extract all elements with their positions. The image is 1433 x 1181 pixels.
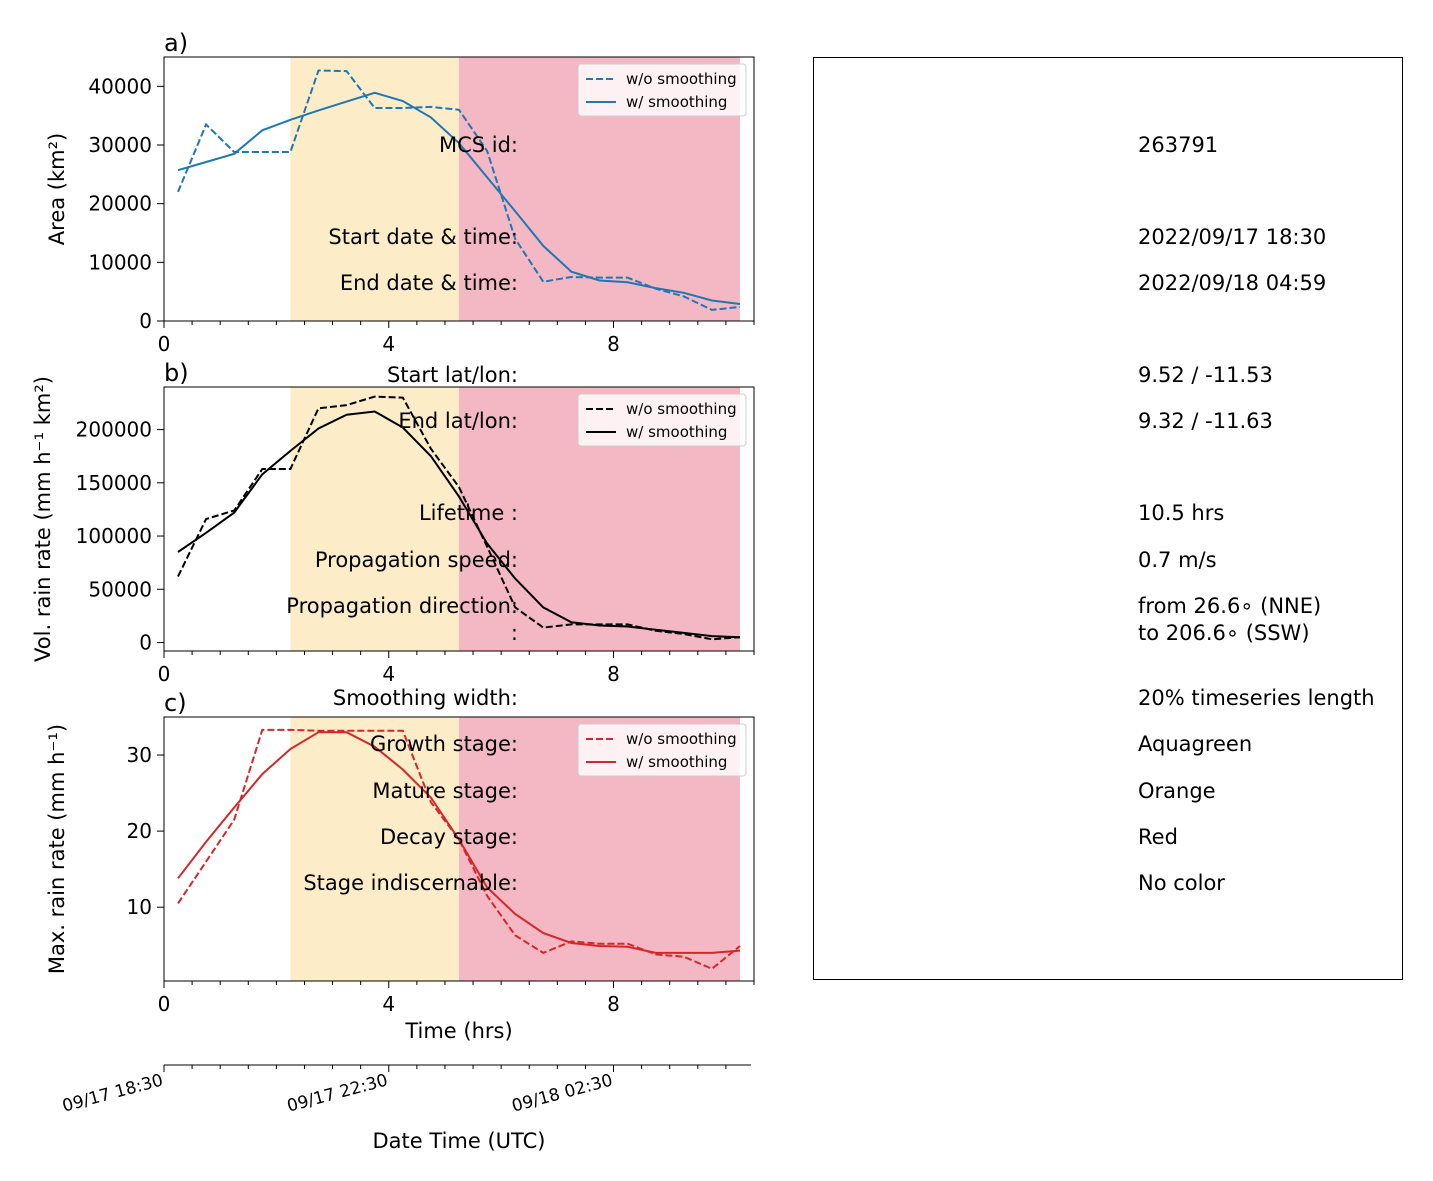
panel-label: c) (164, 689, 187, 717)
info-value: 2022/09/17 18:30 (1138, 225, 1327, 249)
info-label: Stage indiscernable: (303, 871, 518, 895)
panel-label: a) (164, 29, 188, 57)
info-label: Mature stage: (372, 779, 518, 803)
info-value: 9.52 / -11.53 (1138, 363, 1273, 387)
datetime-tick-label: 09/17 18:30 (60, 1071, 165, 1117)
series-line-smoothed (177, 410, 741, 639)
info-value: 20% timeseries length (1138, 686, 1375, 710)
y-axis-label: Vol. rain rate (mm h⁻¹ km²) (31, 376, 55, 662)
legend-label: w/o smoothing (626, 70, 737, 88)
y-tick-label: 30000 (88, 133, 152, 157)
series-line-smoothed (177, 91, 741, 305)
legend-label: w/o smoothing (626, 730, 737, 748)
y-tick-label: 10000 (88, 250, 152, 274)
legend-label: w/ smoothing (626, 753, 727, 771)
y-tick-label: 0 (139, 630, 152, 654)
stage-band-mature (290, 387, 459, 651)
y-tick-label: 40000 (88, 74, 152, 98)
info-label: Growth stage: (369, 732, 518, 756)
chart-panel-2: 0 4 8 0 50000 100000 150000 200000 b) Vol. rain r… (31, 359, 755, 686)
mcs-info-panel: MCS id: 263791 Start date & time: 2022/0… (286, 57, 1403, 980)
info-value: from 26.6∘ (NNE) (1138, 594, 1322, 618)
info-value: Aquagreen (1138, 732, 1253, 756)
x-tick-label: 8 (607, 992, 620, 1016)
y-axis-label: Area (km²) (45, 133, 69, 245)
info-value: 2022/09/18 04:59 (1138, 271, 1327, 295)
info-value: to 206.6∘ (SSW) (1138, 621, 1310, 645)
legend-label: w/o smoothing (626, 400, 737, 418)
x-tick-label: 8 (607, 332, 620, 356)
y-tick-label: 30 (127, 743, 152, 767)
datetime-axis: 09/17 18:30 09/17 22:30 09/18 02:30 Date Ti… (60, 1064, 751, 1153)
x-tick-label: 0 (158, 992, 171, 1016)
info-label: : (510, 621, 518, 645)
info-value: No color (1138, 871, 1225, 895)
x-tick-label: 4 (382, 332, 395, 356)
legend-box (577, 393, 747, 447)
x-axis-label: Time (hrs) (404, 1019, 512, 1043)
info-label: Decay stage: (380, 825, 518, 849)
chart-panel-1: 0 4 8 0 10000 20000 30000 40000 a) Area (km²) w/o … (45, 29, 755, 356)
y-tick-label: 200000 (76, 418, 152, 442)
axes-frame (163, 716, 755, 982)
stage-band-mature (290, 57, 459, 321)
info-value: 0.7 m/s (1138, 548, 1217, 572)
x-tick-label: 0 (158, 332, 171, 356)
series-line-smoothed (177, 731, 741, 954)
legend-label: w/ smoothing (626, 93, 727, 111)
x-tick-label: 4 (382, 992, 395, 1016)
info-value: Red (1138, 825, 1178, 849)
legend-box (577, 63, 747, 117)
legend-label: w/ smoothing (626, 423, 727, 441)
panel-label: b) (164, 359, 189, 387)
x-tick-label: 4 (382, 662, 395, 686)
info-value: 9.32 / -11.63 (1138, 409, 1273, 433)
info-label: Lifetime : (418, 501, 518, 525)
y-axis-label: Max. rain rate (mm h⁻¹) (45, 724, 69, 974)
y-tick-label: 150000 (76, 471, 152, 495)
datetime-tick-label: 09/18 02:30 (510, 1071, 615, 1117)
info-value: Orange (1138, 779, 1216, 803)
datetime-axis-label: Date Time (UTC) (373, 1129, 546, 1153)
chart-panel-3: 0 4 8 10 20 30 c) Max. rain rate (mm h⁻¹) Time (… (45, 689, 755, 1043)
legend-box (577, 723, 747, 777)
info-label: Start lat/lon: (386, 363, 518, 387)
y-tick-label: 10 (127, 895, 152, 919)
info-label: Propagation direction: (286, 594, 518, 618)
y-tick-label: 50000 (88, 577, 152, 601)
series-line-raw (177, 69, 741, 311)
x-tick-label: 8 (607, 662, 620, 686)
datetime-tick-label: 09/17 22:30 (285, 1071, 390, 1117)
axes-frame (163, 386, 755, 652)
y-tick-label: 0 (139, 309, 152, 333)
info-label: Start date & time: (328, 225, 518, 249)
y-tick-label: 100000 (76, 524, 152, 548)
info-label: End lat/lon: (398, 409, 518, 433)
stage-band-mature (290, 717, 459, 981)
info-label: End date & time: (339, 271, 518, 295)
info-label: Propagation speed: (314, 548, 518, 572)
info-label: Smoothing width: (332, 686, 518, 710)
y-tick-label: 20000 (88, 192, 152, 216)
info-label: MCS id: (438, 133, 518, 157)
info-value: 10.5 hrs (1138, 501, 1225, 525)
info-value: 263791 (1138, 133, 1219, 157)
x-tick-label: 0 (158, 662, 171, 686)
y-tick-label: 20 (127, 819, 152, 843)
axes-frame (163, 56, 755, 322)
